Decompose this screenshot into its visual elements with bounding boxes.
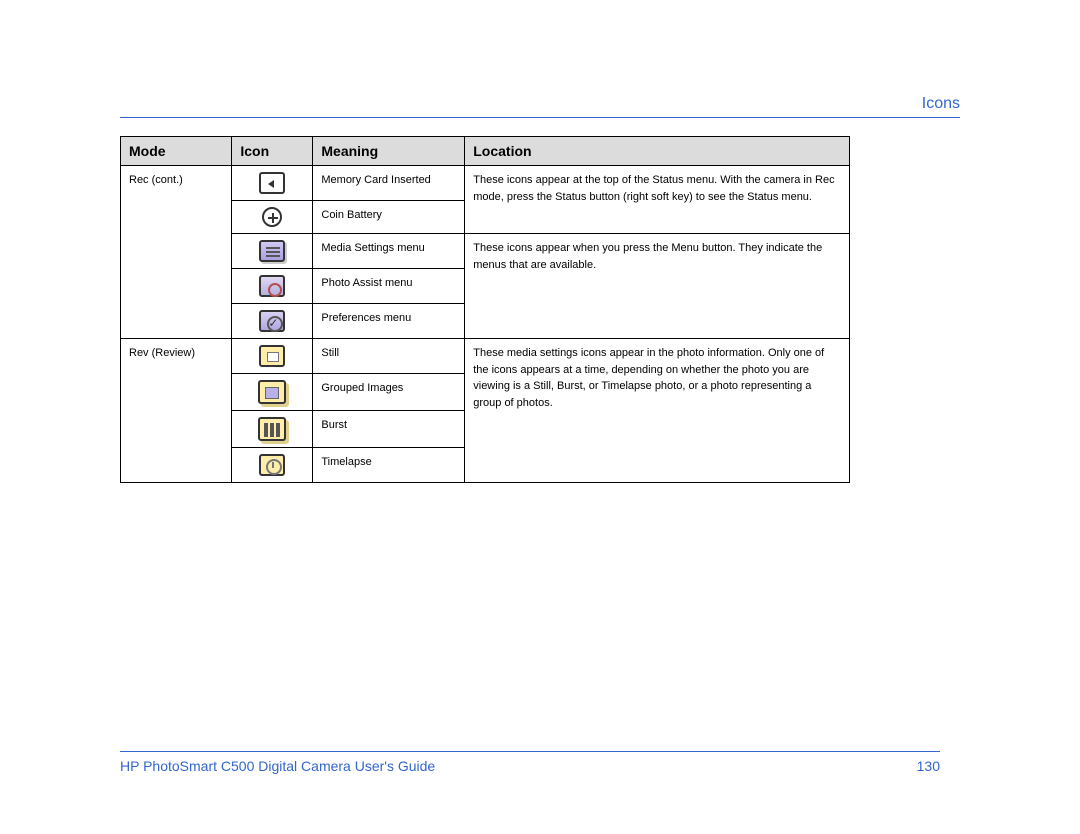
header-icon: Icon [232,137,313,166]
header-location: Location [465,137,850,166]
still-icon [259,345,285,367]
cell-icon [232,374,313,411]
table-row: Rec (cont.) Memory Card Inserted These i… [121,166,850,201]
coin-battery-icon [262,207,282,227]
cell-meaning: Still [313,339,465,374]
page: Icons Mode Icon Meaning Location Rec (co… [0,0,1080,543]
cell-meaning: Memory Card Inserted [313,166,465,201]
cell-meaning: Coin Battery [313,201,465,234]
cell-meaning: Photo Assist menu [313,269,465,304]
cell-icon [232,234,313,269]
cell-icon [232,339,313,374]
cell-icon [232,411,313,448]
icons-table: Mode Icon Meaning Location Rec (cont.) M… [120,136,850,483]
memory-card-icon [259,172,285,194]
cell-meaning: Preferences menu [313,304,465,339]
burst-icon [258,417,286,441]
cell-icon [232,269,313,304]
cell-mode: Rev (Review) [121,339,232,483]
cell-icon [232,166,313,201]
cell-mode: Rec (cont.) [121,166,232,339]
cell-location: These icons appear when you press the Me… [465,234,850,339]
cell-meaning: Timelapse [313,448,465,483]
cell-meaning: Media Settings menu [313,234,465,269]
table-header-row: Mode Icon Meaning Location [121,137,850,166]
cell-location: These media settings icons appear in the… [465,339,850,483]
media-settings-icon [259,240,285,262]
grouped-images-icon [258,380,286,404]
table-row: Rev (Review) Still These media settings … [121,339,850,374]
header-mode: Mode [121,137,232,166]
cell-meaning: Grouped Images [313,374,465,411]
cell-meaning: Burst [313,411,465,448]
section-title: Icons [120,95,960,118]
timelapse-icon [259,454,285,476]
page-footer: HP PhotoSmart C500 Digital Camera User's… [120,751,940,774]
footer-title: HP PhotoSmart C500 Digital Camera User's… [120,758,435,774]
cell-location: These icons appear at the top of the Sta… [465,166,850,234]
preferences-icon [259,310,285,332]
cell-icon [232,448,313,483]
photo-assist-icon [259,275,285,297]
page-number: 130 [917,758,940,774]
header-meaning: Meaning [313,137,465,166]
cell-icon [232,304,313,339]
cell-icon [232,201,313,234]
